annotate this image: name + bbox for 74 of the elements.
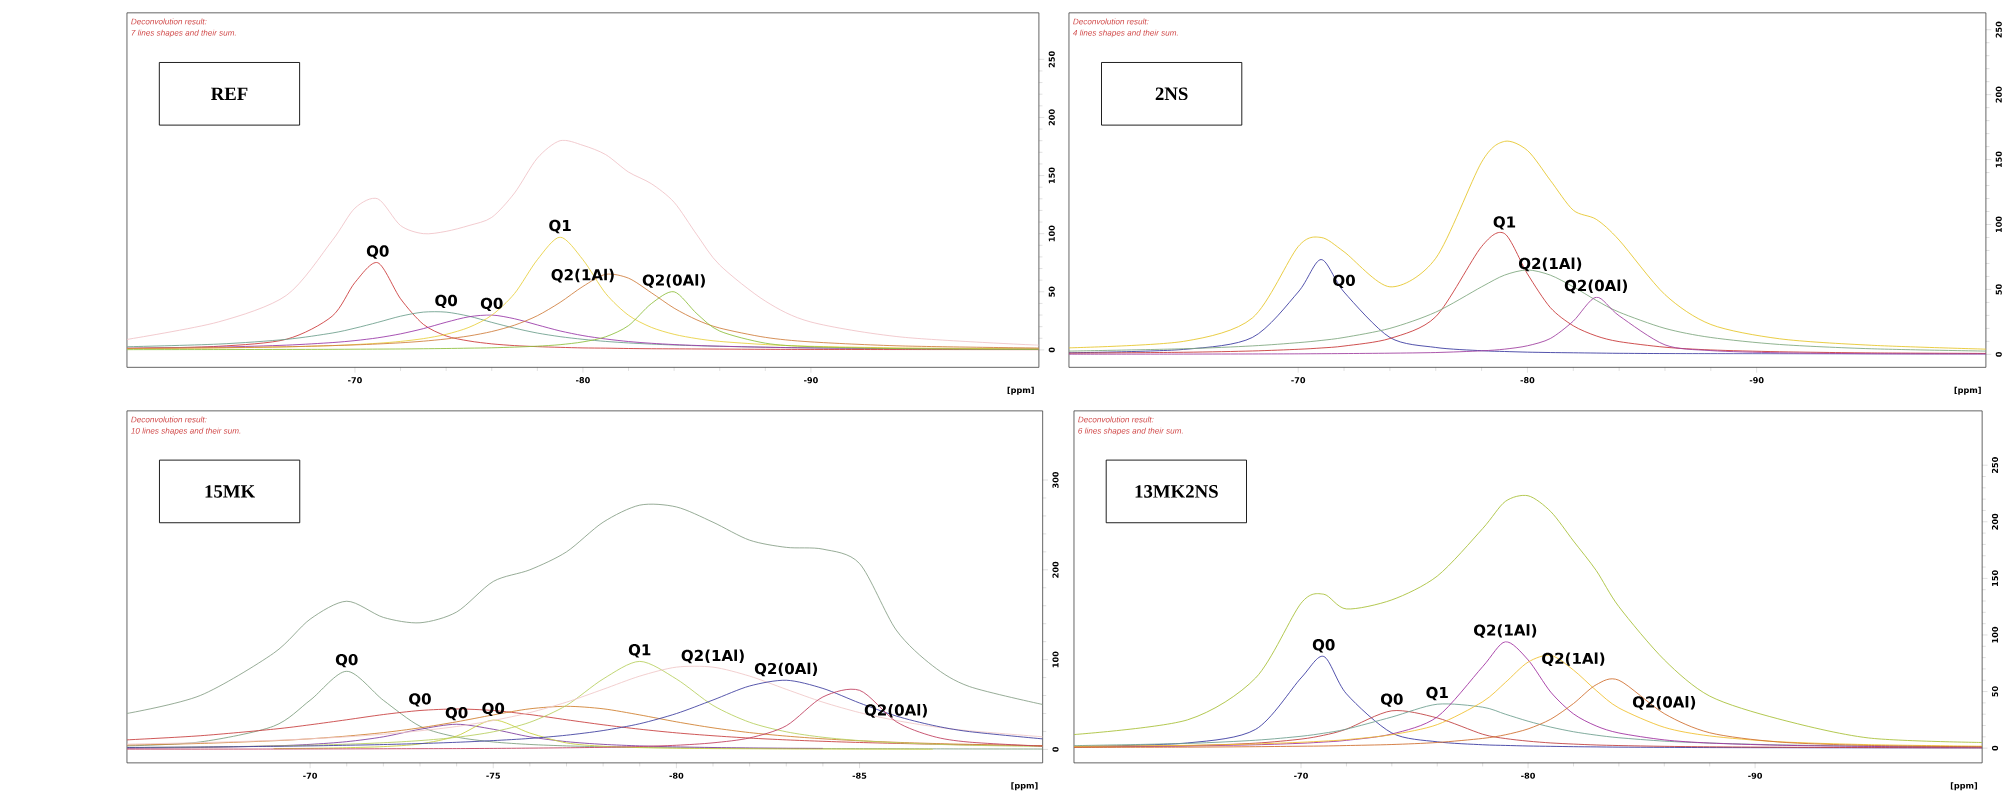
y-tick-label: 150: [1048, 167, 1055, 183]
x-tick-label: -80: [1521, 772, 1536, 779]
annotation: Q1: [1493, 216, 1516, 230]
x-axis-title: [ppm]: [1011, 782, 1038, 791]
y-tick-label: 250: [1995, 21, 2002, 38]
y-tick-label: 200: [1991, 513, 1999, 530]
annotation: Deconvolution result:: [131, 416, 207, 423]
y-tick-label: 200: [1995, 86, 2002, 103]
annotation: Deconvolution result:: [1078, 416, 1154, 423]
annotation: Q2(0Al): [1564, 279, 1628, 294]
annotation: Q2(1Al): [1473, 623, 1537, 638]
annotation: 7 lines shapes and their sum.: [131, 29, 236, 38]
annotation: Q1: [1426, 686, 1448, 701]
annotation: Q1: [628, 643, 651, 658]
annotation: Q0: [1312, 638, 1335, 653]
y-tick-label: 150: [1995, 151, 2002, 167]
y-tick-label: 250: [1048, 51, 1055, 67]
annotation: 4 lines shapes and their sum.: [1072, 29, 1178, 38]
x-tick-label: -80: [669, 772, 684, 779]
text: 13MK2NS: [1135, 484, 1218, 498]
y-tick-label: 100: [1048, 225, 1055, 242]
y-tick-label: 150: [1991, 570, 1999, 586]
y-tick-label: 50: [1995, 283, 2002, 295]
annotation: Q0: [480, 297, 503, 311]
annotation: Q2(0Al): [1632, 695, 1696, 710]
annotation: Q2(0Al): [642, 273, 705, 288]
y-tick-label: 200: [1048, 109, 1055, 126]
text: 2NS: [1155, 87, 1188, 100]
y-tick-label: 200: [1052, 561, 1059, 578]
annotation: Q2(1Al): [1518, 257, 1582, 271]
x-tick-label: -80: [576, 376, 590, 384]
annotation: Q0: [366, 245, 389, 259]
y-tick-label: 50: [1991, 686, 1999, 697]
x-tick-label: -70: [303, 772, 318, 779]
y-tick-label: 0: [1048, 347, 1055, 353]
annotation: Q0: [1333, 274, 1355, 288]
text: REF: [211, 87, 248, 100]
text: 15MK: [205, 484, 256, 498]
annotation: Q2(0Al): [754, 662, 818, 677]
x-tick-label: -85: [852, 772, 867, 779]
annotation: Q0: [1380, 693, 1403, 707]
y-tick-label: 100: [1995, 216, 2002, 232]
x-tick-label: -90: [803, 376, 818, 384]
x-tick-label: -75: [486, 772, 501, 779]
y-tick-label: 100: [1052, 651, 1059, 667]
x-tick-label: -90: [1749, 376, 1764, 384]
annotation: Q0: [435, 294, 458, 308]
y-tick-label: 50: [1048, 286, 1055, 297]
annotation: Q0: [445, 706, 468, 721]
y-tick-label: 0: [1052, 746, 1059, 752]
y-tick-label: 300: [1052, 471, 1059, 488]
x-axis-title: [ppm]: [1954, 386, 1981, 395]
x-tick-label: -70: [1291, 376, 1306, 384]
annotation: Q0: [409, 692, 431, 707]
y-tick-label: 250: [1991, 456, 1999, 473]
annotation: Q0: [335, 653, 358, 668]
y-tick-label: 100: [1991, 626, 1999, 643]
x-axis-title: [ppm]: [1007, 386, 1034, 395]
annotation: Q0: [482, 702, 505, 716]
y-tick-label: 0: [1995, 351, 2002, 357]
annotation: Q2(1Al): [681, 649, 744, 663]
annotation: Q2(1Al): [1542, 652, 1605, 666]
annotation: Deconvolution result:: [131, 18, 207, 25]
x-axis-title: [ppm]: [1950, 782, 1978, 791]
x-tick-label: -90: [1748, 772, 1763, 779]
annotation: 10 lines shapes and their sum.: [131, 427, 241, 436]
x-tick-label: -70: [1294, 772, 1308, 779]
annotation: Deconvolution result:: [1073, 18, 1149, 25]
x-tick-label: -70: [348, 376, 362, 384]
annotation: Q2(1Al): [551, 268, 614, 283]
annotation: Q1: [549, 219, 571, 233]
y-tick-label: 0: [1991, 745, 1999, 751]
annotation: 6 lines shapes and their sum.: [1078, 427, 1183, 436]
x-tick-label: -80: [1520, 376, 1535, 384]
